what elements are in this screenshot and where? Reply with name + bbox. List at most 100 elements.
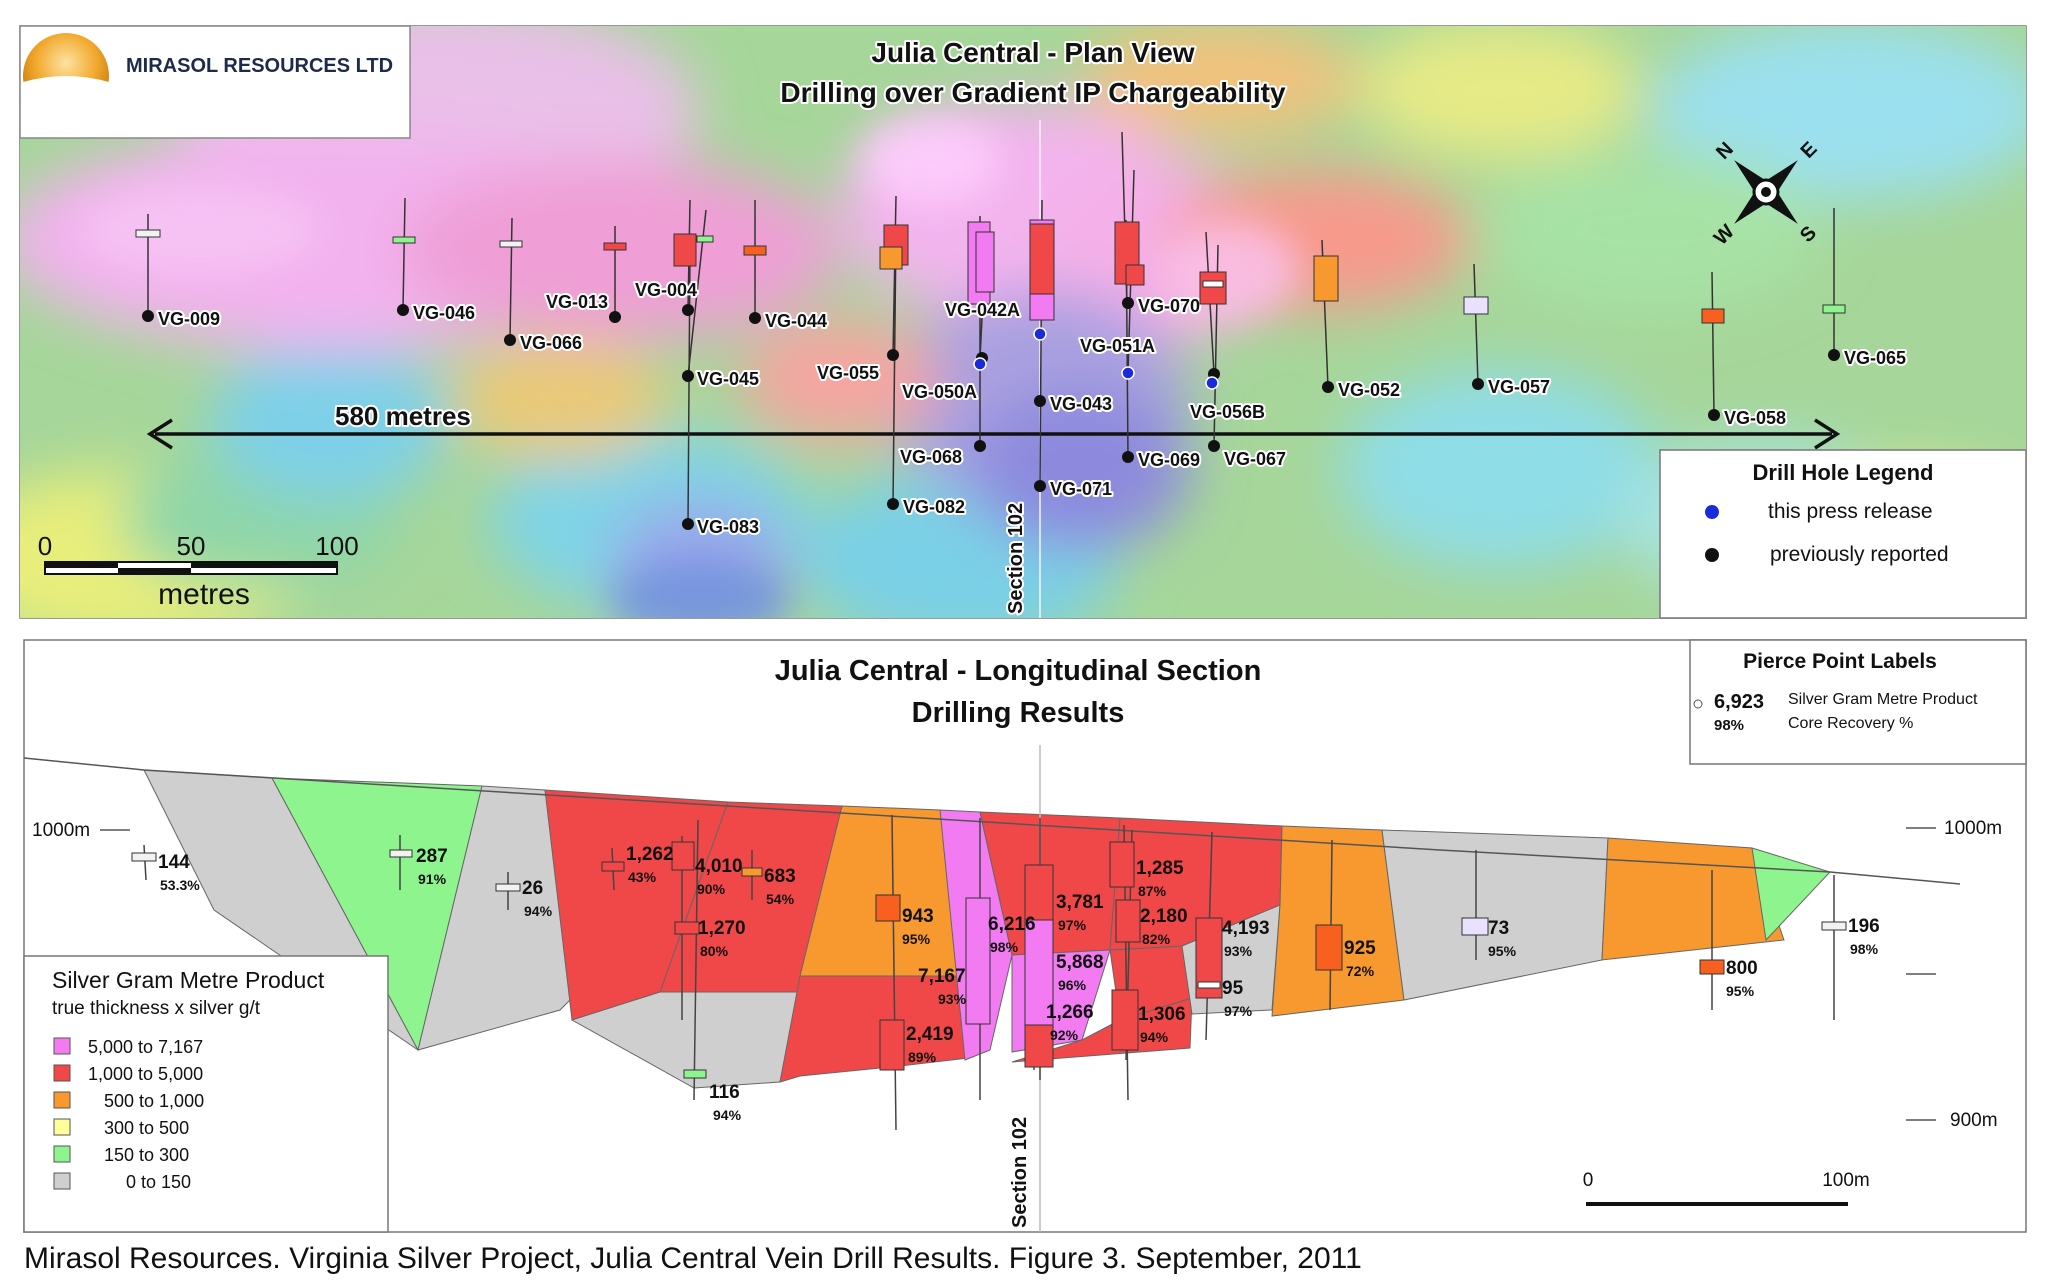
hole-label: VG-052 bbox=[1338, 380, 1400, 400]
ground-surface-line bbox=[23, 757, 1961, 885]
elevation-marks: 1000m 1000m 900m bbox=[32, 818, 2002, 1131]
drill-hole: VG-004 VG-045 VG-083 bbox=[633, 199, 761, 539]
hole-label: VG-043 bbox=[1050, 394, 1112, 414]
pierce-value: 4,193 bbox=[1222, 918, 1270, 939]
pierce-point-labels: 144 53.3% 287 91% 26 94% 1,262 43% 4,010… bbox=[158, 844, 1880, 1123]
pierce-value: 925 bbox=[1344, 938, 1376, 959]
pierce-recovery: 96% bbox=[1058, 977, 1087, 993]
grade-class-label: 1,000 to 5,000 bbox=[88, 1064, 203, 1084]
section-scale-0: 0 bbox=[1583, 1170, 1594, 1191]
hole-label: VG-051A bbox=[1080, 336, 1155, 356]
pierce-value: 1,285 bbox=[1136, 858, 1184, 879]
plan-scale-unit: metres bbox=[158, 578, 250, 611]
pierce-recovery: 54% bbox=[766, 891, 795, 907]
black-dot-icon bbox=[1705, 548, 1719, 562]
grade-legend-subtitle: true thickness x silver g/t bbox=[52, 998, 261, 1019]
grade-class-label: 0 to 150 bbox=[126, 1172, 191, 1192]
pierce-recovery: 93% bbox=[938, 991, 967, 1007]
plan-subtitle: Drilling over Gradient IP Chargeability bbox=[780, 77, 1286, 108]
hole-label: VG-071 bbox=[1050, 479, 1112, 499]
grade-legend-title: Silver Gram Metre Product bbox=[52, 967, 325, 993]
pierce-value: 800 bbox=[1726, 958, 1758, 979]
section-scale-100: 100m bbox=[1822, 1170, 1870, 1191]
grade-class-label: 5,000 to 7,167 bbox=[88, 1037, 203, 1057]
pierce-recovery: 97% bbox=[1058, 917, 1087, 933]
drill-hole: VG-056B VG-067 bbox=[1188, 231, 1288, 471]
section-title: Julia Central - Longitudinal Section bbox=[775, 655, 1262, 687]
hole-label: VG-013 bbox=[546, 292, 608, 312]
pierce-value: 73 bbox=[1488, 918, 1509, 939]
pierce-recovery: 91% bbox=[418, 871, 447, 887]
pierce-value: 287 bbox=[416, 846, 448, 867]
hole-label: VG-045 bbox=[697, 369, 759, 389]
blue-dot-icon bbox=[1705, 505, 1719, 519]
pierce-point-icon bbox=[1693, 699, 1703, 709]
hole-label: VG-082 bbox=[903, 497, 965, 517]
grade-class-label: 300 to 500 bbox=[104, 1118, 189, 1138]
pierce-value: 144 bbox=[158, 852, 190, 873]
hole-label: VG-065 bbox=[1844, 348, 1906, 368]
hole-label: VG-070 bbox=[1138, 296, 1200, 316]
section-intercepts bbox=[131, 841, 1847, 1079]
pierce-value: 7,167 bbox=[918, 966, 966, 987]
pierce-legend-example-value: 6,923 bbox=[1714, 691, 1764, 713]
drill-hole: VG-065 bbox=[1822, 208, 1908, 370]
pierce-value: 2,180 bbox=[1140, 906, 1188, 927]
hole-label: VG-068 bbox=[900, 447, 962, 467]
drill-hole: VG-058 bbox=[1701, 271, 1788, 430]
span-arrow bbox=[146, 418, 1841, 450]
pierce-recovery: 90% bbox=[697, 881, 726, 897]
pierce-recovery: 95% bbox=[1726, 983, 1755, 999]
pierce-legend-value-desc: Silver Gram Metre Product bbox=[1788, 691, 1978, 708]
elev-1000-right: 1000m bbox=[1944, 818, 2002, 839]
plan-scale-bar: 0 50 100 metres bbox=[38, 531, 359, 611]
plan-title: Julia Central - Plan View bbox=[871, 37, 1194, 68]
pierce-value: 1,262 bbox=[626, 844, 674, 865]
section-scale-bar: 0 100m bbox=[1583, 1170, 1870, 1206]
pierce-value: 4,010 bbox=[695, 856, 743, 877]
pierce-legend-title: Pierce Point Labels bbox=[1743, 650, 1937, 673]
hole-label: VG-067 bbox=[1224, 449, 1286, 469]
pierce-recovery: 53.3% bbox=[160, 877, 200, 893]
plan-section-label: Section 102 bbox=[1005, 503, 1027, 614]
pierce-recovery: 98% bbox=[990, 939, 1019, 955]
section-subtitle: Drilling Results bbox=[912, 697, 1125, 729]
pierce-recovery: 95% bbox=[1488, 943, 1517, 959]
drill-hole: VG-013 bbox=[544, 226, 627, 323]
elev-1000-left: 1000m bbox=[32, 820, 90, 841]
pierce-recovery: 92% bbox=[1050, 1027, 1079, 1043]
span-label: 580 metres bbox=[335, 401, 471, 431]
pierce-recovery: 43% bbox=[628, 869, 657, 885]
company-name: MIRASOL RESOURCES LTD bbox=[126, 55, 393, 77]
pierce-recovery: 80% bbox=[700, 943, 729, 959]
grade-polygons bbox=[143, 769, 1831, 1089]
pierce-legend-example-recovery: 98% bbox=[1714, 717, 1744, 734]
pierce-value: 1,266 bbox=[1046, 1002, 1094, 1023]
drill-hole: VG-042A VG-050A VG-068 bbox=[898, 216, 1022, 469]
hole-label: VG-042A bbox=[945, 300, 1020, 320]
hole-label: VG-069 bbox=[1138, 450, 1200, 470]
plan-scale-tick-0: 0 bbox=[38, 531, 52, 561]
drill-hole: VG-046 bbox=[392, 197, 477, 325]
drill-hole: VG-066 bbox=[499, 217, 584, 355]
pierce-value: 683 bbox=[764, 866, 796, 887]
pierce-value: 3,781 bbox=[1056, 892, 1104, 913]
drill-hole: VG-055 VG-082 bbox=[815, 195, 967, 519]
drill-hole: VG-043 VG-071 bbox=[1029, 199, 1114, 501]
pierce-value: 95 bbox=[1222, 978, 1244, 999]
pierce-value: 6,216 bbox=[988, 914, 1036, 935]
pierce-value: 196 bbox=[1848, 916, 1880, 937]
pierce-recovery: 72% bbox=[1346, 963, 1375, 979]
company-logo-box: MIRASOL RESOURCES LTD bbox=[19, 25, 411, 139]
legend-this-release: this press release bbox=[1768, 500, 1933, 523]
figure-caption: Mirasol Resources. Virginia Silver Proje… bbox=[24, 1242, 1362, 1275]
pierce-value: 943 bbox=[902, 906, 934, 927]
grade-legend: Silver Gram Metre Product true thickness… bbox=[23, 955, 389, 1233]
pierce-recovery: 97% bbox=[1224, 1003, 1253, 1019]
plan-scale-tick-50: 50 bbox=[177, 531, 206, 561]
hole-label: VG-009 bbox=[158, 309, 220, 329]
grade-class-label: 150 to 300 bbox=[104, 1145, 189, 1165]
longitudinal-section: Julia Central - Longitudinal Section Dri… bbox=[23, 639, 2027, 1233]
drill-hole: VG-052 bbox=[1313, 239, 1402, 402]
